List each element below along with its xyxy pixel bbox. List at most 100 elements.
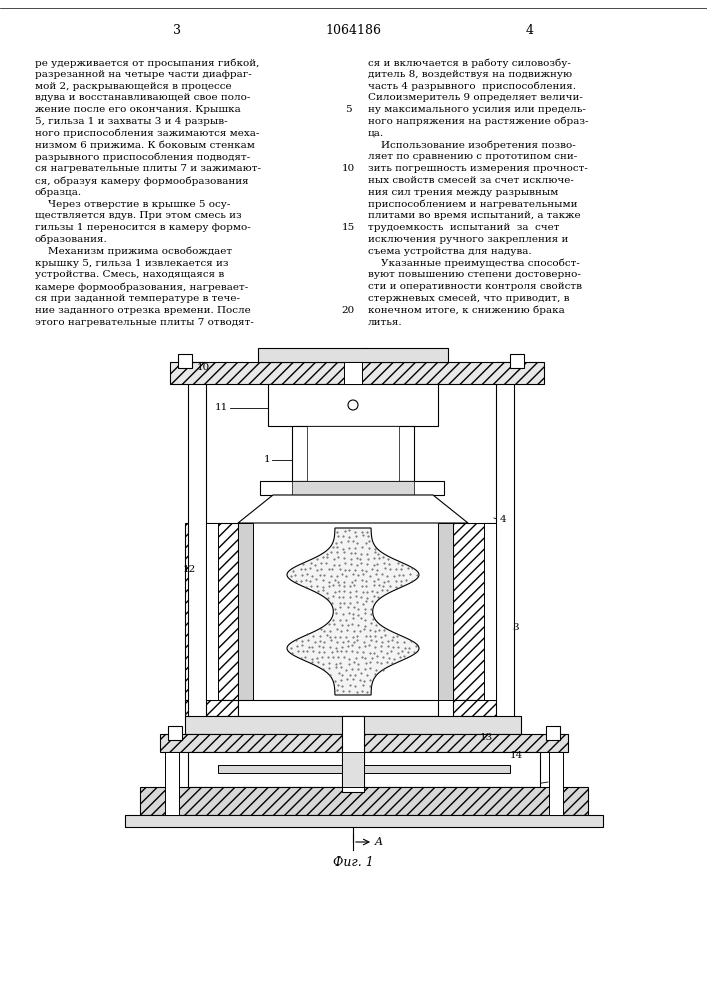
Text: Использование изобретения позво-: Использование изобретения позво-	[368, 141, 575, 150]
Bar	[342, 752, 364, 787]
Text: зить погрешность измерения прочност-: зить погрешность измерения прочност-	[368, 164, 588, 173]
Text: исключения ручного закрепления и: исключения ручного закрепления и	[368, 235, 568, 244]
Text: 3: 3	[173, 23, 181, 36]
Text: ществляется вдув. При этом смесь из: ществляется вдув. При этом смесь из	[35, 211, 242, 220]
Text: ся и включается в работу силовозбу-: ся и включается в работу силовозбу-	[368, 58, 571, 68]
Text: 12: 12	[182, 566, 196, 574]
Bar	[549, 752, 563, 815]
Text: литья.: литья.	[368, 318, 402, 327]
Bar	[453, 700, 506, 716]
Bar	[185, 716, 521, 734]
Text: вдува и восстанавливающей свое поло-: вдува и восстанавливающей свое поло-	[35, 93, 250, 102]
Text: ся, образуя камеру формообразования: ся, образуя камеру формообразования	[35, 176, 249, 186]
Bar	[168, 726, 182, 740]
Text: низмом 6 прижима. К боковым стенкам: низмом 6 прижима. К боковым стенкам	[35, 141, 255, 150]
Bar	[496, 362, 514, 720]
Text: 11: 11	[215, 403, 228, 412]
Text: Силоизмеритель 9 определяет величи-: Силоизмеритель 9 определяет величи-	[368, 93, 583, 102]
Text: ре удерживается от просыпания гибкой,: ре удерживается от просыпания гибкой,	[35, 58, 259, 68]
Bar	[140, 787, 588, 815]
Bar	[260, 481, 444, 495]
Text: ся нагревательные плиты 7 и зажимают-: ся нагревательные плиты 7 и зажимают-	[35, 164, 261, 173]
Bar	[178, 354, 192, 368]
Text: Фиг. 1: Фиг. 1	[332, 856, 373, 868]
Text: 1: 1	[264, 456, 270, 464]
Text: этого нагревательные плиты 7 отводят-: этого нагревательные плиты 7 отводят-	[35, 318, 254, 327]
Text: 8: 8	[548, 778, 554, 786]
Text: 10: 10	[197, 363, 210, 372]
Bar	[238, 523, 253, 700]
Bar	[160, 734, 568, 752]
Text: 1064186: 1064186	[325, 23, 381, 36]
Text: ного приспособления зажимаются меха-: ного приспособления зажимаются меха-	[35, 129, 259, 138]
Bar	[307, 426, 399, 481]
Text: жение после его окончания. Крышка: жение после его окончания. Крышка	[35, 105, 241, 114]
Polygon shape	[238, 495, 468, 523]
Bar	[188, 752, 540, 787]
Text: 20: 20	[341, 306, 355, 315]
Polygon shape	[287, 528, 419, 695]
Text: Указанные преимущества способст-: Указанные преимущества способст-	[368, 259, 580, 268]
Text: 15: 15	[341, 223, 355, 232]
Bar	[438, 523, 453, 700]
Text: образца.: образца.	[35, 188, 82, 197]
Text: конечном итоге, к снижению брака: конечном итоге, к снижению брака	[368, 306, 565, 315]
Bar	[484, 523, 496, 700]
Text: A: A	[375, 837, 383, 847]
Text: A: A	[378, 351, 386, 361]
Text: Механизм прижима освобождает: Механизм прижима освобождает	[35, 247, 232, 256]
Text: ца.: ца.	[368, 129, 384, 138]
Text: 10: 10	[341, 164, 355, 173]
Text: 9: 9	[548, 804, 554, 812]
Text: разрезанной на четыре части диафраг-: разрезанной на четыре части диафраг-	[35, 70, 252, 79]
Text: ния сил трения между разрывным: ния сил трения между разрывным	[368, 188, 559, 197]
Bar	[188, 362, 206, 720]
Circle shape	[348, 400, 358, 410]
Text: 13: 13	[480, 734, 493, 742]
Text: ся при заданной температуре в тече-: ся при заданной температуре в тече-	[35, 294, 240, 303]
Bar	[268, 384, 438, 426]
Text: 5: 5	[345, 105, 351, 114]
Text: образования.: образования.	[35, 235, 107, 244]
Bar	[125, 815, 603, 827]
Text: ние заданного отрезка времени. После: ние заданного отрезка времени. После	[35, 306, 251, 315]
Text: 3: 3	[512, 624, 519, 633]
Text: 5, гильза 1 и захваты 3 и 4 разрыв-: 5, гильза 1 и захваты 3 и 4 разрыв-	[35, 117, 228, 126]
Text: 14: 14	[510, 752, 523, 760]
Bar	[342, 716, 364, 792]
Text: устройства. Смесь, находящаяся в: устройства. Смесь, находящаяся в	[35, 270, 224, 279]
Text: приспособлением и нагревательными: приспособлением и нагревательными	[368, 200, 578, 209]
Bar	[453, 523, 506, 700]
Text: ных свойств смесей за счет исключе-: ных свойств смесей за счет исключе-	[368, 176, 574, 185]
Bar	[206, 523, 218, 700]
Bar	[165, 752, 179, 815]
Text: камере формообразования, нагревает-: камере формообразования, нагревает-	[35, 282, 248, 292]
Bar	[218, 765, 510, 773]
Bar	[292, 481, 414, 495]
Text: дитель 8, воздействуя на подвижную: дитель 8, воздействуя на подвижную	[368, 70, 572, 79]
Text: стержневых смесей, что приводит, в: стержневых смесей, что приводит, в	[368, 294, 570, 303]
Text: Через отверстие в крышке 5 осу-: Через отверстие в крышке 5 осу-	[35, 200, 230, 209]
Bar	[238, 700, 438, 716]
Text: ну максимального усилия или предель-: ну максимального усилия или предель-	[368, 105, 586, 114]
Text: гильзы 1 переносится в камеру формо-: гильзы 1 переносится в камеру формо-	[35, 223, 251, 232]
Bar	[344, 362, 362, 384]
Text: разрывного приспособления подводят-: разрывного приспособления подводят-	[35, 152, 250, 162]
Text: трудоемкость  испытаний  за  счет: трудоемкость испытаний за счет	[368, 223, 559, 232]
Bar	[185, 523, 238, 700]
Bar	[292, 426, 414, 481]
Bar	[185, 700, 238, 716]
Text: ляет по сравнению с прототипом сни-: ляет по сравнению с прототипом сни-	[368, 152, 577, 161]
Text: вуют повышению степени достоверно-: вуют повышению степени достоверно-	[368, 270, 581, 279]
Text: мой 2, раскрывающейся в процессе: мой 2, раскрывающейся в процессе	[35, 82, 232, 91]
Text: плитами во время испытаний, а также: плитами во время испытаний, а также	[368, 211, 580, 220]
Text: сти и оперативности контроля свойств: сти и оперативности контроля свойств	[368, 282, 582, 291]
Text: ного напряжения на растяжение образ-: ного напряжения на растяжение образ-	[368, 117, 588, 126]
Text: съема устройства для надува.: съема устройства для надува.	[368, 247, 532, 256]
Bar	[546, 726, 560, 740]
Bar	[510, 354, 524, 368]
Text: крышку 5, гильза 1 извлекается из: крышку 5, гильза 1 извлекается из	[35, 259, 228, 268]
Bar	[258, 348, 448, 362]
Text: часть 4 разрывного  приспособления.: часть 4 разрывного приспособления.	[368, 82, 576, 91]
Bar	[170, 362, 544, 384]
